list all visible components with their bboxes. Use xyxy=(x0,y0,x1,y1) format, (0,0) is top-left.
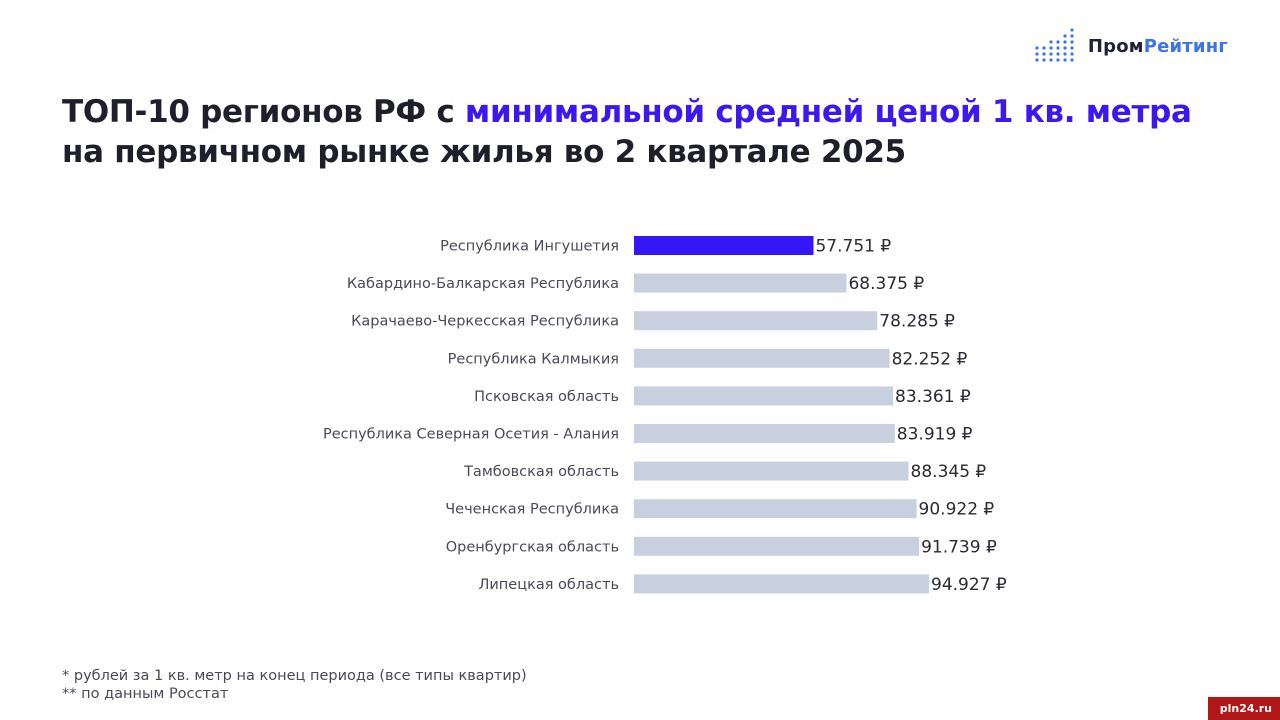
page-title: ТОП-10 регионов РФ с минимальной средней… xyxy=(62,92,1242,172)
watermark: pln24.ru xyxy=(1207,697,1280,720)
brand-name-part1: Пром xyxy=(1087,35,1144,57)
category-label: Республика Северная Осетия - Алания xyxy=(323,427,619,443)
bar xyxy=(634,499,917,519)
category-label: Чеченская Республика xyxy=(445,502,619,518)
bar xyxy=(634,348,890,368)
category-label: Липецкая область xyxy=(478,577,619,593)
value-label: 91.739 ₽ xyxy=(921,537,997,557)
brand-name-part2: Рейтинг xyxy=(1143,35,1228,57)
value-label: 57.751 ₽ xyxy=(815,237,891,257)
category-label: Карачаево-Черкесская Республика xyxy=(351,314,619,330)
bar xyxy=(634,236,814,255)
footnote-1: * рублей за 1 кв. метр на конец периода … xyxy=(62,668,527,684)
brand-logo: ПромРейтинг xyxy=(1034,28,1228,64)
bar xyxy=(634,386,894,406)
category-label: Псковская область xyxy=(474,389,619,405)
value-label: 83.361 ₽ xyxy=(895,387,971,407)
value-label: 68.375 ₽ xyxy=(848,274,924,294)
title-line2: на первичном рынке жилья во 2 квартале 2… xyxy=(62,134,906,170)
footnote-2: ** по данным Росстат xyxy=(62,686,229,702)
value-label: 88.345 ₽ xyxy=(911,462,987,482)
value-label: 94.927 ₽ xyxy=(931,575,1007,595)
bar xyxy=(634,273,847,293)
bar xyxy=(634,424,895,443)
category-label: Республика Калмыкия xyxy=(448,351,619,367)
category-label: Республика Ингушетия xyxy=(440,239,619,255)
value-label: 82.252 ₽ xyxy=(892,349,968,369)
category-label: Кабардино-Балкарская Республика xyxy=(347,276,619,292)
brand-name: ПромРейтинг xyxy=(1088,36,1228,57)
value-label: 90.922 ₽ xyxy=(919,500,995,520)
category-label: Тамбовская область xyxy=(463,464,619,480)
title-highlight: минимальной средней ценой 1 кв. метра xyxy=(464,94,1192,130)
category-label: Оренбургская область xyxy=(446,539,619,555)
bar xyxy=(634,536,920,556)
footnotes: * рублей за 1 кв. метр на конец периода … xyxy=(62,667,527,703)
bar xyxy=(634,461,909,481)
title-prefix: ТОП-10 регионов РФ с xyxy=(62,94,465,130)
bar xyxy=(634,311,878,331)
bar-dots-logo-icon xyxy=(1035,28,1074,62)
bar xyxy=(634,574,929,594)
value-label: 78.285 ₽ xyxy=(879,312,955,332)
value-label: 83.919 ₽ xyxy=(897,425,973,445)
